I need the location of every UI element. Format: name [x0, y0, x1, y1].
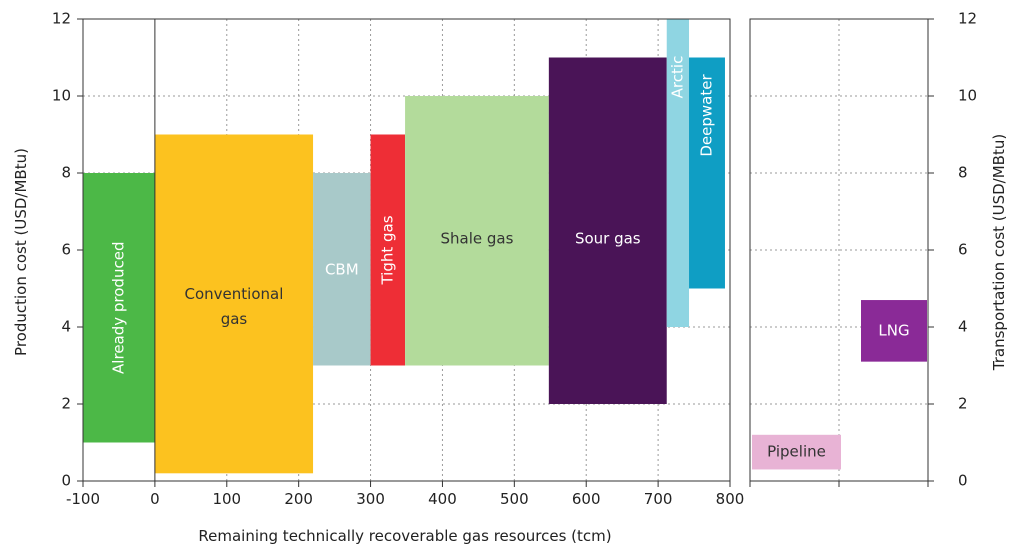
x-tick-label: 800	[716, 490, 745, 508]
right-y-tick-label: 4	[958, 318, 968, 336]
right-grid	[750, 19, 928, 481]
y-tick-label: 0	[61, 472, 71, 490]
band-label-conventional-gas: Conventional gas	[185, 284, 284, 327]
y-tick-label: 8	[61, 164, 71, 182]
right-y-tick-label: 10	[958, 87, 977, 105]
band-already-produced	[83, 173, 155, 443]
x-tick-label: 300	[356, 490, 385, 508]
band-conventional-gas	[154, 134, 314, 474]
right-y-tick-label: 12	[958, 10, 977, 28]
band-tight-gas	[370, 134, 406, 366]
x-tick-label: -100	[66, 490, 100, 508]
band-label-sour-gas: Sour gas	[575, 229, 641, 247]
band-pipeline	[752, 434, 841, 470]
y-tick-label: 12	[52, 10, 71, 28]
right-y-tick-label: 0	[958, 472, 968, 490]
band-deepwater	[689, 57, 725, 289]
x-axis-title: Remaining technically recoverable gas re…	[198, 527, 611, 545]
x-tick-label: 200	[284, 490, 313, 508]
y-tick-label: 2	[61, 395, 71, 413]
y-tick-label: 4	[61, 318, 71, 336]
y-tick-label: 10	[52, 87, 71, 105]
band-label-pipeline: Pipeline	[767, 443, 826, 461]
x-tick-label: 0	[150, 490, 160, 508]
band-label-deepwater: Deepwater	[697, 74, 715, 157]
band-label-tight-gas: Tight gas	[378, 215, 396, 285]
left-y-axis-title: Production cost (USD/MBtu)	[12, 148, 30, 356]
band-sour-gas	[548, 57, 667, 404]
right-y-tick-label: 2	[958, 395, 968, 413]
band-label-shale-gas: Shale gas	[440, 229, 513, 247]
band-lng	[861, 300, 927, 362]
right-y-tick-label: 6	[958, 241, 968, 259]
right-bands: Pipeline LNG	[752, 300, 927, 470]
x-tick-label: 400	[428, 490, 457, 508]
x-tick-label: 700	[644, 490, 673, 508]
y-tick-label: 6	[61, 241, 71, 259]
band-label-lng: LNG	[878, 321, 909, 339]
band-arctic	[666, 19, 690, 327]
right-y-axis-title: Transportation cost (USD/MBtu)	[990, 134, 1008, 371]
band-cbm	[313, 173, 371, 366]
x-tick-label: 100	[212, 490, 241, 508]
band-shale-gas	[405, 96, 549, 366]
x-tick-label: 500	[500, 490, 529, 508]
right-y-tick-label: 8	[958, 164, 968, 182]
band-label-cbm: CBM	[325, 260, 359, 278]
band-label-arctic: Arctic	[668, 56, 686, 99]
band-label-already-produced: Already produced	[109, 242, 127, 374]
x-tick-label: 600	[572, 490, 601, 508]
left-bands: Already produced Conventional gas CBM Tight …	[83, 19, 725, 474]
